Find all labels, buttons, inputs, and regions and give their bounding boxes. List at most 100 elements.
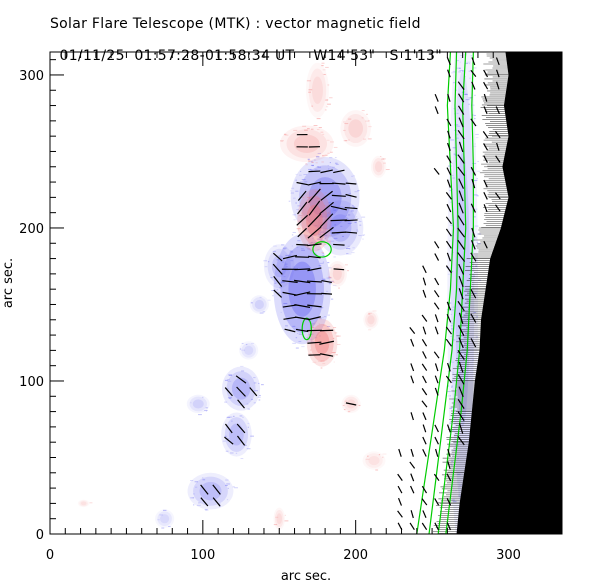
field-vector <box>471 81 476 90</box>
field-vector <box>330 205 347 211</box>
field-vector <box>471 57 476 66</box>
field-vector <box>434 93 439 102</box>
field-vector <box>434 253 440 261</box>
field-vector <box>457 436 465 446</box>
y-tick-label: 200 <box>19 222 44 237</box>
field-vector <box>458 361 464 373</box>
field-vector <box>445 265 452 274</box>
off-limb-layer <box>433 52 562 534</box>
x-tick-label: 300 <box>496 548 521 563</box>
field-vector <box>422 436 427 445</box>
positive-polarity-layer <box>77 62 390 530</box>
field-vector <box>434 106 439 115</box>
field-vector <box>434 424 439 433</box>
field-vector <box>445 228 452 237</box>
field-vector <box>410 485 415 494</box>
field-vector <box>433 351 440 359</box>
field-vector <box>458 178 465 189</box>
field-vector <box>333 268 345 271</box>
field-vector <box>483 143 489 151</box>
field-vector <box>447 448 451 457</box>
field-vector <box>447 142 451 151</box>
negative-polarity-region <box>221 365 264 411</box>
field-vector <box>471 227 476 238</box>
x-tick-label: 100 <box>190 548 215 563</box>
field-vector <box>320 169 333 174</box>
field-vector <box>447 93 451 102</box>
field-vector <box>331 231 347 234</box>
field-vector <box>421 400 428 408</box>
field-vector <box>345 193 357 198</box>
field-vector <box>410 473 415 482</box>
field-vector <box>308 200 321 216</box>
x-axis-label: arc sec. <box>281 569 331 584</box>
field-vector <box>457 300 465 312</box>
field-vector <box>447 69 451 78</box>
field-vector <box>446 498 452 506</box>
field-vector <box>308 255 321 259</box>
field-vector <box>494 192 501 200</box>
field-vector <box>458 312 464 324</box>
contour-line <box>445 52 474 534</box>
y-tick-label: 100 <box>19 375 44 390</box>
field-vector <box>224 423 233 434</box>
field-vector <box>297 190 307 201</box>
field-vector <box>320 213 334 228</box>
positive-polarity-region <box>273 507 289 530</box>
positive-polarity-region <box>363 310 379 331</box>
negative-polarity-region <box>186 394 210 416</box>
field-vector <box>446 57 451 66</box>
field-vector <box>446 313 452 323</box>
field-vector <box>272 252 283 262</box>
field-vector <box>483 81 489 90</box>
field-vector <box>422 277 427 286</box>
plot-area <box>77 52 562 534</box>
field-vector <box>397 473 403 482</box>
field-vector <box>433 302 440 310</box>
field-vector <box>398 448 402 457</box>
field-vector <box>457 227 466 238</box>
field-vector <box>282 291 298 296</box>
field-vector <box>457 411 465 422</box>
negative-polarity-region <box>317 198 366 258</box>
field-vector <box>321 280 332 284</box>
negative-polarity-region <box>155 509 175 529</box>
field-vector <box>483 155 488 163</box>
field-vector <box>421 485 428 494</box>
field-vector <box>200 484 209 495</box>
positive-polarity-region <box>362 451 387 471</box>
field-vector <box>212 497 221 507</box>
field-vector <box>320 190 333 201</box>
field-vector <box>446 179 451 188</box>
field-vector <box>457 129 465 140</box>
field-vector <box>446 522 452 531</box>
field-vector <box>433 290 440 298</box>
field-vector <box>447 461 451 470</box>
field-vector <box>445 240 452 249</box>
field-vector <box>446 203 452 213</box>
field-vector <box>344 206 358 210</box>
field-vector <box>422 449 427 457</box>
field-vector <box>422 424 427 433</box>
field-vector <box>433 167 440 175</box>
positive-polarity-region <box>280 125 338 166</box>
field-vector <box>397 497 403 506</box>
field-vector <box>282 280 298 283</box>
field-vector <box>495 69 500 78</box>
field-vector <box>446 118 452 127</box>
field-vector <box>236 435 246 446</box>
field-vector <box>410 448 414 457</box>
field-vector <box>434 277 440 286</box>
field-vector <box>294 304 311 308</box>
field-vector <box>421 388 428 396</box>
field-vector <box>483 191 488 200</box>
positive-polarity-region <box>340 110 372 147</box>
field-vector <box>422 265 427 274</box>
field-vector <box>410 375 415 384</box>
field-vector <box>457 398 465 409</box>
field-vector <box>482 131 489 139</box>
field-vector <box>434 326 439 335</box>
field-vector <box>296 243 309 246</box>
field-vector <box>470 289 477 299</box>
field-vector <box>307 267 322 272</box>
